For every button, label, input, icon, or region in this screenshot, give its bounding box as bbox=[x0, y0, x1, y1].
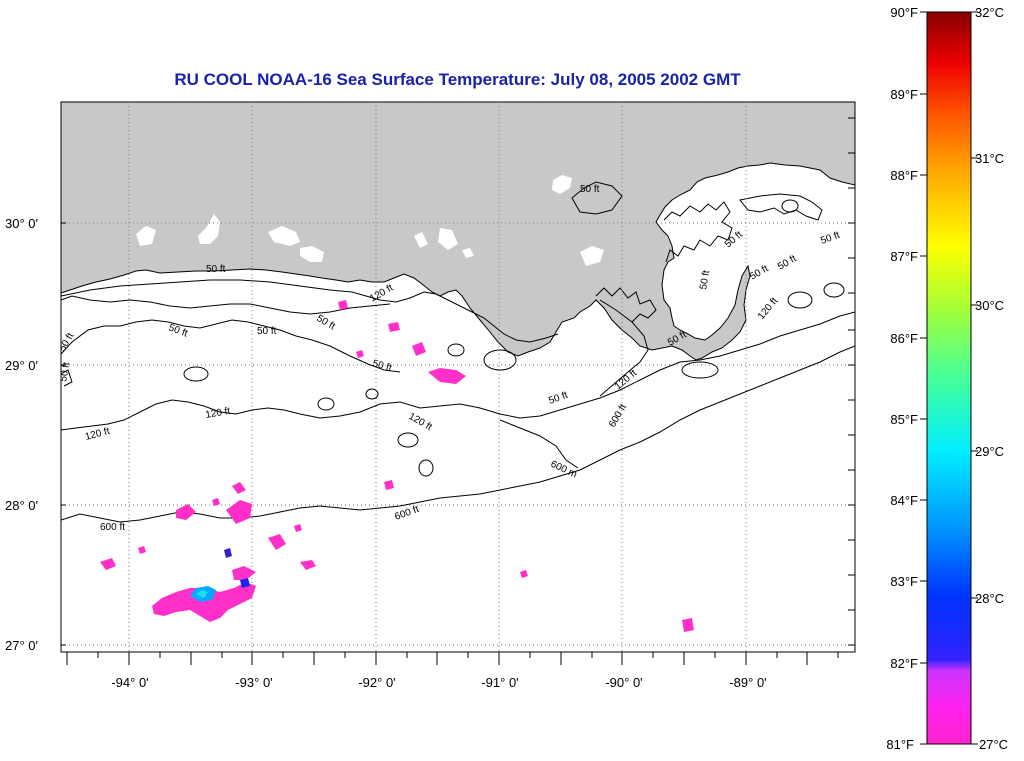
svg-text:50 ft: 50 ft bbox=[257, 326, 277, 337]
colorbar-f-labels: 90°F 89°F 88°F 87°F 86°F 85°F 84°F 83°F … bbox=[886, 5, 918, 752]
c-label: 29°C bbox=[975, 444, 1004, 459]
sst-purple-spot bbox=[224, 548, 232, 558]
lon-label: -89° 0' bbox=[729, 675, 766, 690]
f-label: 81°F bbox=[886, 737, 914, 752]
c-label: 27°C bbox=[979, 737, 1008, 752]
f-label: 83°F bbox=[890, 574, 918, 589]
f-label: 84°F bbox=[890, 493, 918, 508]
lon-label: -90° 0' bbox=[605, 675, 642, 690]
colorbar-ticks bbox=[920, 11, 978, 745]
lon-labels: -94° 0' -93° 0' -92° 0' -91° 0' -90° 0' … bbox=[111, 675, 766, 690]
lon-label: -92° 0' bbox=[358, 675, 395, 690]
sst-blue-spot bbox=[240, 578, 250, 588]
svg-text:600 ft: 600 ft bbox=[100, 522, 125, 533]
land-mass bbox=[61, 102, 855, 361]
colorbar bbox=[926, 11, 972, 745]
colorbar-c-labels: 32°C 31°C 30°C 29°C 28°C 27°C bbox=[975, 5, 1008, 752]
y-axis-ticks-left bbox=[61, 222, 66, 646]
svg-text:120 ft: 120 ft bbox=[205, 406, 232, 421]
c-label: 32°C bbox=[975, 5, 1004, 20]
svg-text:50 ft: 50 ft bbox=[206, 264, 226, 275]
f-label: 88°F bbox=[890, 168, 918, 183]
f-label: 89°F bbox=[890, 87, 918, 102]
sst-patches bbox=[100, 300, 694, 632]
x-axis-ticks bbox=[61, 651, 855, 665]
f-label: 86°F bbox=[890, 331, 918, 346]
lat-label: 28° 0' bbox=[5, 498, 38, 513]
f-label: 87°F bbox=[890, 249, 918, 264]
sst-cool-center bbox=[196, 590, 208, 598]
c-label: 28°C bbox=[975, 591, 1004, 606]
y-axis-ticks-right bbox=[848, 117, 855, 646]
lat-label: 30° 0' bbox=[5, 216, 38, 231]
lon-label: -91° 0' bbox=[481, 675, 518, 690]
f-label: 90°F bbox=[890, 5, 918, 20]
lat-label: 29° 0' bbox=[5, 358, 38, 373]
f-label: 82°F bbox=[890, 656, 918, 671]
map-title: RU COOL NOAA-16 Sea Surface Temperature:… bbox=[174, 70, 741, 89]
lat-label: 27° 0' bbox=[5, 638, 38, 653]
svg-text:50 ft: 50 ft bbox=[58, 361, 72, 382]
svg-text:50 ft: 50 ft bbox=[371, 358, 393, 374]
lat-labels: 30° 0' 29° 0' 28° 0' 27° 0' bbox=[5, 216, 38, 653]
graticule bbox=[61, 102, 855, 652]
svg-text:50 ft: 50 ft bbox=[698, 269, 712, 290]
bathymetry-contours bbox=[61, 199, 855, 523]
lon-label: -93° 0' bbox=[235, 675, 272, 690]
c-label: 31°C bbox=[975, 151, 1004, 166]
c-label: 30°C bbox=[975, 298, 1004, 313]
lon-label: -94° 0' bbox=[111, 675, 148, 690]
svg-text:50 ft: 50 ft bbox=[580, 184, 600, 195]
f-label: 85°F bbox=[890, 412, 918, 427]
